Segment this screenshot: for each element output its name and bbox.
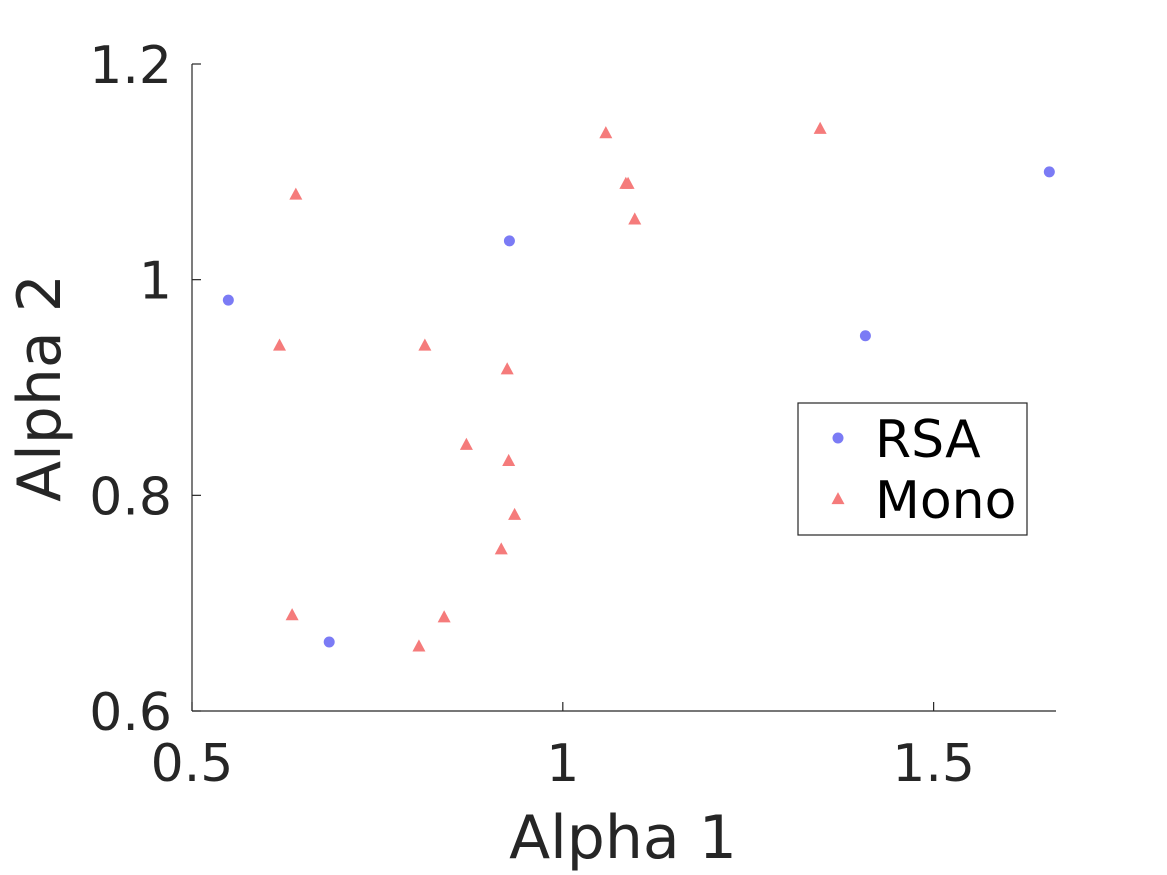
mono-point — [508, 507, 522, 520]
y-tick-label: 1 — [139, 252, 172, 312]
mono-point — [289, 187, 303, 200]
y-tick-label: 0.6 — [89, 683, 172, 743]
mono-point — [813, 121, 827, 134]
mono-point — [437, 610, 451, 623]
x-axis-title: Alpha 1 — [509, 803, 737, 873]
mono-point — [412, 639, 426, 652]
rsa-point — [859, 330, 871, 342]
y-tick-label: 0.8 — [89, 467, 172, 527]
axes: 0.5 1 1.5 0.6 0.8 1 1.2 — [89, 36, 1056, 794]
legend-mono-marker — [831, 492, 845, 505]
legend-box — [797, 402, 1028, 536]
y-tick-label: 1.2 — [89, 36, 172, 96]
x-tick-label: 1 — [546, 734, 579, 794]
mono-point — [502, 453, 516, 467]
mono-point — [621, 176, 635, 189]
data-points — [222, 121, 1055, 652]
x-tick-label: 1.5 — [892, 734, 975, 794]
mono-point — [599, 126, 613, 139]
rsa-point — [1043, 166, 1055, 178]
mono-point — [628, 212, 642, 225]
mono-point — [500, 362, 514, 375]
mono-point — [459, 437, 473, 450]
y-axis-title: Alpha 2 — [5, 274, 75, 502]
legend-mono-label: Mono — [875, 471, 1016, 531]
mono-point — [273, 338, 287, 351]
mono-point — [494, 542, 508, 555]
legend-rsa-marker — [832, 432, 844, 444]
legend-rsa-label: RSA — [875, 410, 981, 470]
mono-point — [418, 338, 432, 351]
rsa-point — [323, 636, 335, 648]
rsa-point — [222, 294, 234, 306]
x-tick-label: 0.5 — [151, 734, 234, 794]
rsa-point — [503, 235, 515, 247]
mono-point — [285, 608, 299, 621]
